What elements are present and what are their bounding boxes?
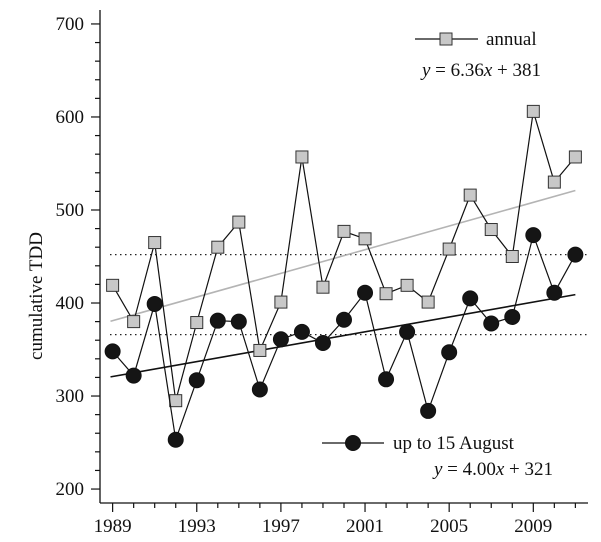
y-tick-label: 700: [56, 14, 85, 35]
data-point: [146, 295, 163, 312]
x-tick-label: 1997: [262, 516, 300, 537]
data-point: [272, 331, 289, 348]
data-point: [295, 150, 309, 164]
y-tick-label: 400: [56, 293, 85, 314]
data-point: [357, 284, 374, 301]
data-point: [504, 308, 521, 325]
data-point: [127, 315, 141, 329]
data-point: [462, 290, 479, 307]
data-point: [167, 431, 184, 448]
x-tick-label: 2009: [514, 516, 552, 537]
legend-marker-annual: [439, 32, 453, 46]
series: [104, 104, 584, 448]
data-point: [316, 280, 330, 294]
data-point: [463, 188, 477, 202]
legend-item-annual: annual y = 6.36x + 381: [415, 29, 541, 81]
data-point: [188, 372, 205, 389]
data-point: [148, 236, 162, 250]
series-line: [112, 233, 576, 440]
data-point: [274, 295, 288, 309]
y-tick-label: 600: [56, 107, 85, 128]
data-point: [525, 227, 542, 244]
data-point: [232, 215, 246, 229]
y-tick-label: 500: [56, 200, 85, 221]
legend-marker-up-to-15-august: [345, 435, 361, 451]
y-tick-label: 300: [56, 386, 85, 407]
data-point: [399, 323, 416, 340]
x-tick-label: 2001: [346, 516, 384, 537]
data-point: [420, 402, 437, 419]
x-tick-label: 1993: [178, 516, 216, 537]
axes: 200 300 400 500 600 700 1989 1993 1997 2001 2005 20…: [56, 10, 588, 537]
data-point: [106, 278, 120, 292]
data-point: [378, 371, 395, 388]
data-point: [379, 287, 393, 301]
trendlines: [110, 189, 576, 378]
equation-up-to-15-august: y = 4.00x + 321: [432, 459, 553, 480]
data-point: [484, 223, 498, 237]
data-point: [209, 312, 226, 329]
data-point: [190, 316, 204, 330]
trendline: [110, 189, 576, 323]
legend-item-up-to-15-august: up to 15 August y = 4.00x + 321: [322, 433, 553, 480]
trendline: [110, 293, 576, 378]
legend: annual y = 6.36x + 381 up to 15 August y…: [322, 29, 553, 480]
data-point: [125, 367, 142, 384]
data-point: [526, 104, 540, 118]
data-point: [505, 250, 519, 263]
data-point: [421, 295, 435, 309]
data-point: [358, 232, 372, 246]
data-point: [442, 242, 456, 256]
data-point: [314, 335, 331, 352]
data-point: [253, 343, 267, 357]
data-point: [567, 246, 584, 263]
data-point: [483, 315, 500, 332]
equation-annual: y = 6.36x + 381: [420, 60, 541, 81]
data-point: [230, 313, 247, 330]
data-point: [169, 394, 183, 408]
data-point: [441, 344, 458, 361]
legend-label-up-to-15-august: up to 15 August: [393, 433, 515, 454]
x-tick-label: 2005: [430, 516, 468, 537]
y-tick-label: 200: [56, 479, 85, 500]
data-point: [336, 311, 352, 328]
data-point: [211, 240, 225, 254]
data-point: [568, 150, 582, 164]
data-point: [547, 175, 561, 189]
data-point: [400, 278, 414, 292]
data-point: [104, 343, 121, 360]
y-axis-title: cumulative TDD: [26, 232, 47, 360]
data-point: [546, 284, 563, 301]
data-point: [293, 323, 310, 340]
data-point: [251, 381, 268, 398]
x-tick-label: 1989: [94, 516, 132, 537]
data-point: [337, 224, 351, 238]
legend-label-annual: annual: [486, 29, 537, 50]
